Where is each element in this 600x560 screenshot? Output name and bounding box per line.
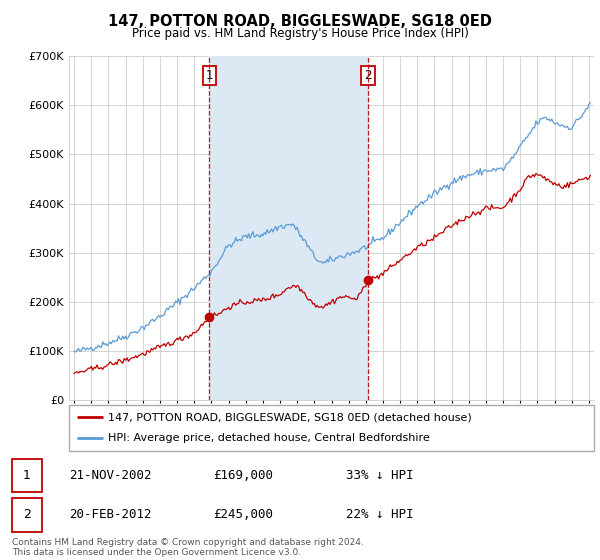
Text: 147, POTTON ROAD, BIGGLESWADE, SG18 0ED: 147, POTTON ROAD, BIGGLESWADE, SG18 0ED — [108, 14, 492, 29]
Bar — [209, 56, 368, 400]
Text: 1: 1 — [206, 69, 213, 82]
Text: 22% ↓ HPI: 22% ↓ HPI — [346, 508, 413, 521]
Text: 1: 1 — [23, 469, 31, 482]
Text: £245,000: £245,000 — [214, 508, 274, 521]
Text: 2: 2 — [23, 508, 31, 521]
Text: 147, POTTON ROAD, BIGGLESWADE, SG18 0ED (detached house): 147, POTTON ROAD, BIGGLESWADE, SG18 0ED … — [109, 412, 472, 422]
Text: 2: 2 — [364, 69, 371, 82]
Text: 33% ↓ HPI: 33% ↓ HPI — [346, 469, 413, 482]
Text: Contains HM Land Registry data © Crown copyright and database right 2024.
This d: Contains HM Land Registry data © Crown c… — [12, 538, 364, 557]
Bar — [12, 498, 42, 531]
Text: 21-NOV-2002: 21-NOV-2002 — [70, 469, 152, 482]
Bar — [12, 459, 42, 492]
Text: £169,000: £169,000 — [214, 469, 274, 482]
Text: Price paid vs. HM Land Registry's House Price Index (HPI): Price paid vs. HM Land Registry's House … — [131, 27, 469, 40]
Text: 20-FEB-2012: 20-FEB-2012 — [70, 508, 152, 521]
Text: HPI: Average price, detached house, Central Bedfordshire: HPI: Average price, detached house, Cent… — [109, 433, 430, 444]
